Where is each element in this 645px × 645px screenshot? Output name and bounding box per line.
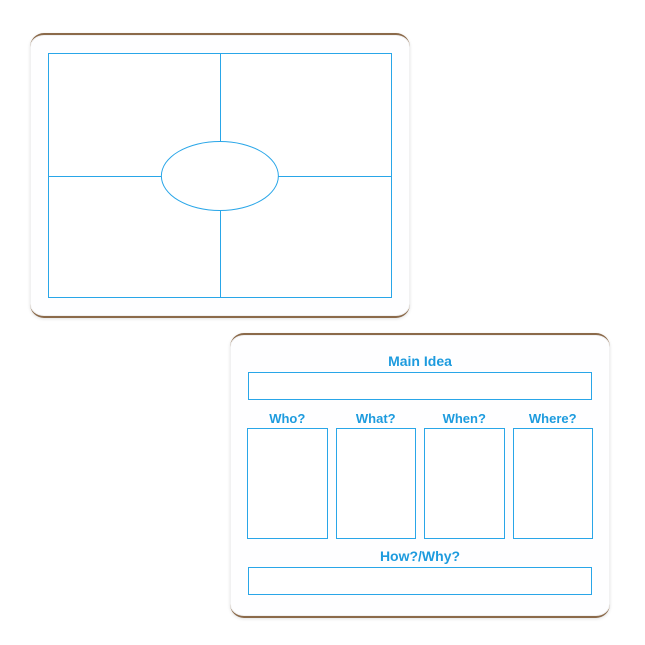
col-label-what: What? bbox=[356, 411, 396, 426]
how-why-box bbox=[248, 567, 592, 595]
col-box-where bbox=[513, 428, 594, 539]
board-main-idea: Main Idea Who? What? When? Where? bbox=[230, 333, 610, 618]
col-label-who: Who? bbox=[269, 411, 305, 426]
wh-columns: Who? What? When? Where? bbox=[248, 411, 592, 539]
main-idea-stack: Main Idea Who? What? When? Where? bbox=[248, 353, 592, 598]
center-ellipse bbox=[161, 140, 279, 210]
col-when: When? bbox=[425, 411, 504, 539]
col-box-when bbox=[424, 428, 505, 539]
col-what: What? bbox=[337, 411, 416, 539]
how-why-title: How?/Why? bbox=[248, 548, 592, 564]
board-quadrant bbox=[30, 33, 410, 318]
board-quadrant-inner bbox=[48, 53, 392, 298]
main-idea-box bbox=[248, 372, 592, 400]
quadrant-outer-box bbox=[48, 53, 392, 298]
col-where: Where? bbox=[514, 411, 593, 539]
col-who: Who? bbox=[248, 411, 327, 539]
col-label-where: Where? bbox=[529, 411, 577, 426]
col-box-who bbox=[247, 428, 328, 539]
col-box-what bbox=[336, 428, 417, 539]
board-main-idea-inner: Main Idea Who? What? When? Where? bbox=[248, 353, 592, 598]
col-label-when: When? bbox=[443, 411, 486, 426]
main-idea-title: Main Idea bbox=[248, 353, 592, 369]
